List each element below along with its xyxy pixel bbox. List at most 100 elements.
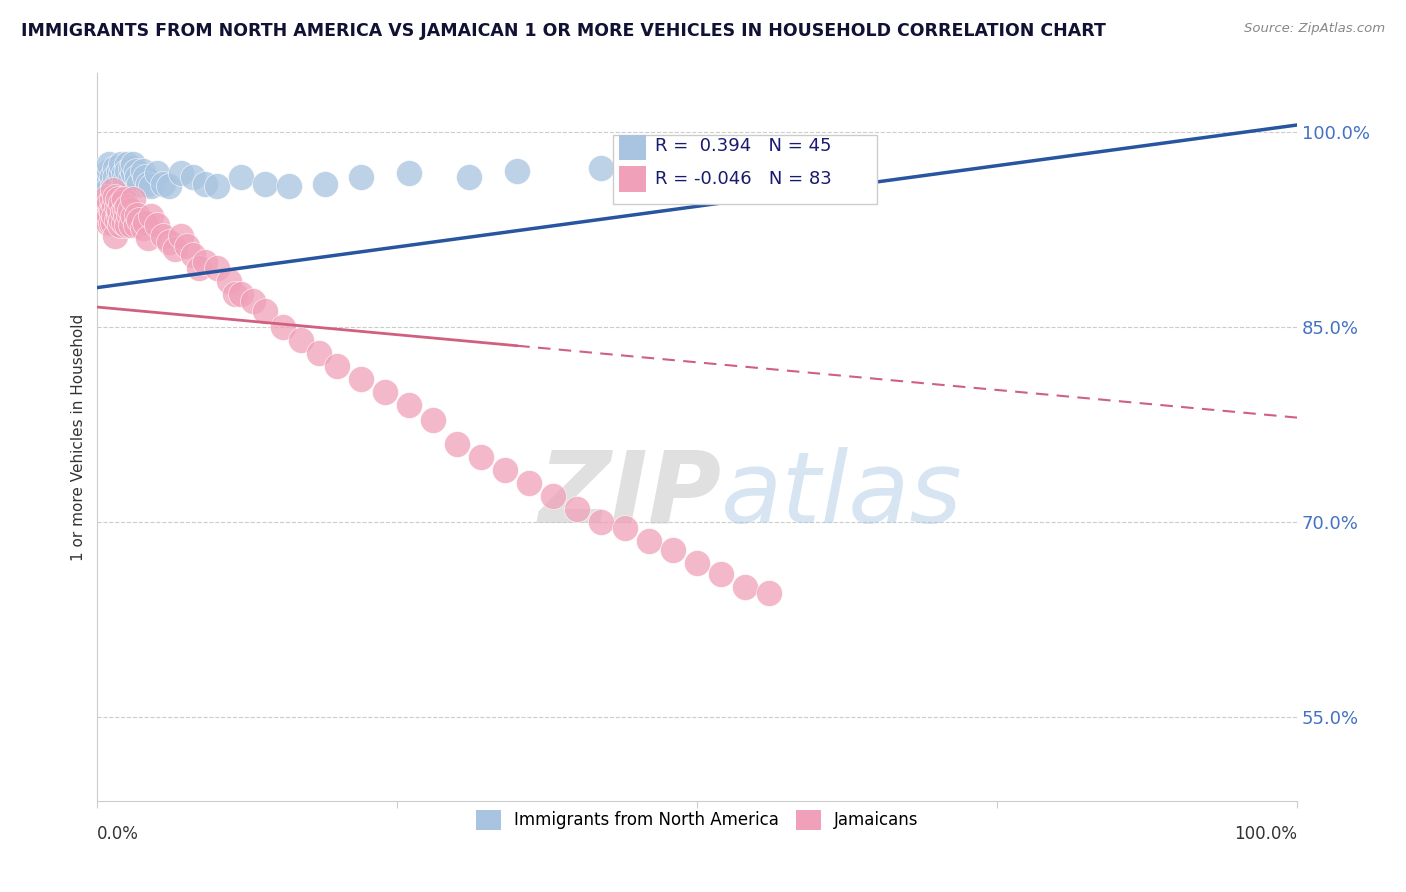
Point (207, 179, 229, 194)
Point (141, 209, 163, 223)
Point (152, 177, 174, 191)
Point (120, 218, 142, 232)
Text: Source: ZipAtlas.com: Source: ZipAtlas.com (1244, 22, 1385, 36)
Point (157, 179, 180, 194)
Point (93, 196, 115, 211)
Point (117, 208, 139, 222)
Point (125, 208, 148, 222)
Point (105, 177, 128, 191)
Point (134, 215, 156, 229)
Point (141, 179, 163, 194)
Point (697, 151, 720, 165)
Point (94, 202, 117, 217)
Point (98, 163, 121, 178)
Point (125, 169, 148, 184)
Point (278, 179, 301, 194)
Bar (613, 135, 877, 204)
Point (98, 157, 121, 171)
Point (314, 177, 336, 191)
Point (758, 586, 780, 600)
Bar (619, 135, 645, 161)
Text: 100.0%: 100.0% (1234, 824, 1298, 843)
Point (470, 450, 492, 464)
Point (591, 515, 613, 529)
Point (117, 218, 139, 232)
Text: 0.0%: 0.0% (97, 824, 139, 843)
Point (398, 398, 420, 412)
Point (115, 209, 138, 223)
Text: R = -0.046   N = 83: R = -0.046 N = 83 (655, 169, 832, 187)
Point (146, 166, 169, 180)
Point (117, 157, 139, 171)
Point (374, 384, 396, 399)
Point (152, 228, 174, 243)
Point (97, 215, 120, 229)
Point (110, 213, 132, 227)
Point (231, 287, 253, 301)
Legend: Immigrants from North America, Jamaicans: Immigrants from North America, Jamaicans (470, 803, 925, 837)
Point (117, 163, 139, 178)
Point (614, 521, 637, 535)
Point (108, 209, 131, 223)
Point (170, 166, 193, 180)
Text: ZIP: ZIP (538, 447, 721, 544)
Point (128, 213, 150, 227)
Point (112, 215, 135, 229)
Point (112, 166, 135, 180)
Point (112, 177, 135, 191)
Point (136, 177, 159, 191)
Point (734, 580, 756, 594)
Point (218, 274, 240, 288)
Point (146, 218, 169, 232)
Point (96, 209, 118, 223)
Point (136, 231, 159, 245)
Point (494, 462, 516, 476)
Point (254, 177, 277, 191)
Point (567, 501, 589, 516)
Point (112, 192, 135, 206)
Point (110, 157, 132, 171)
Point (100, 202, 122, 217)
Point (398, 166, 420, 180)
Point (110, 166, 132, 180)
Point (101, 183, 124, 197)
Point (134, 169, 156, 184)
Point (105, 200, 128, 214)
Point (104, 169, 127, 184)
Point (108, 163, 131, 178)
Point (125, 163, 148, 178)
Point (194, 254, 217, 268)
Point (308, 345, 330, 359)
Point (104, 189, 127, 203)
Point (350, 371, 373, 385)
Point (271, 319, 294, 334)
Point (125, 218, 148, 232)
Point (446, 436, 468, 450)
Point (326, 359, 349, 373)
Point (100, 192, 122, 206)
Point (93, 209, 115, 223)
Point (506, 163, 529, 178)
Point (114, 202, 136, 217)
Point (231, 169, 253, 184)
Point (114, 172, 136, 186)
Point (118, 202, 141, 217)
Point (638, 534, 661, 549)
Point (242, 293, 264, 308)
Point (165, 242, 187, 256)
Point (254, 304, 277, 318)
Point (96, 183, 118, 197)
Y-axis label: 1 or more Vehicles in Household: 1 or more Vehicles in Household (72, 313, 86, 561)
Point (122, 192, 145, 206)
Point (183, 169, 205, 184)
Point (183, 248, 205, 262)
Point (104, 228, 127, 243)
Point (93, 177, 115, 191)
Point (118, 172, 141, 186)
Point (194, 177, 217, 191)
Point (350, 169, 373, 184)
Point (104, 161, 127, 175)
Point (207, 261, 229, 276)
Text: atlas: atlas (721, 447, 963, 544)
Point (157, 235, 180, 249)
